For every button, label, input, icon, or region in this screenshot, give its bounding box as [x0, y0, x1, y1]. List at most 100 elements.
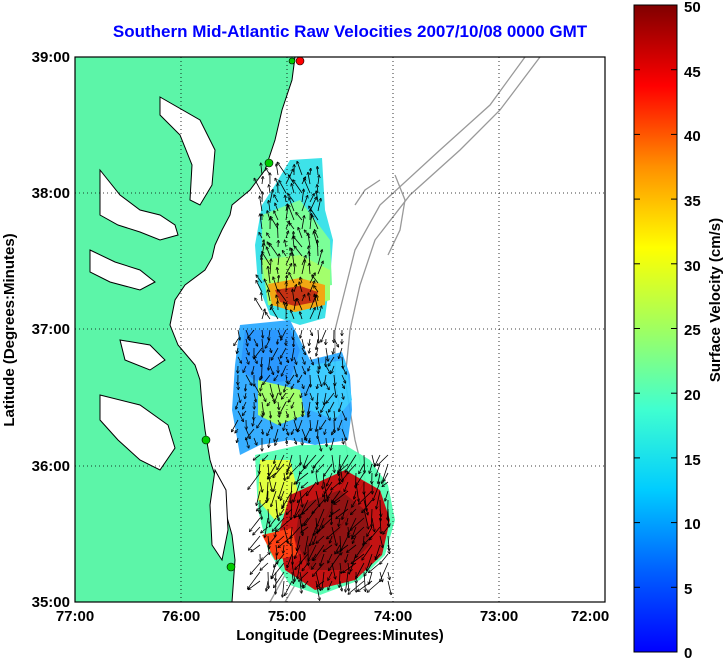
velocity-arrow	[317, 437, 321, 451]
velocity-arrow	[333, 383, 336, 397]
velocity-arrow	[291, 383, 295, 389]
velocity-arrow	[302, 517, 309, 526]
velocity-arrow	[256, 275, 263, 284]
velocity-arrow	[323, 472, 324, 489]
colorbar-label: Surface Velocity (cm/s)	[707, 218, 724, 382]
velocity-arrow	[312, 553, 317, 560]
velocity-arrow	[274, 211, 279, 221]
velocity-arrow	[275, 437, 279, 445]
velocity-arrow	[331, 526, 337, 545]
velocity-arrow	[309, 338, 310, 345]
velocity-arrow	[363, 571, 365, 591]
velocity-arrow	[293, 285, 296, 293]
colorbar-tick-label: 40	[684, 128, 701, 145]
velocity-arrow	[356, 562, 365, 578]
velocity-arrow	[290, 223, 295, 230]
velocity-arrow	[269, 365, 273, 374]
colorbar: 50 45 40 35 30 25 20 15 10 5 0 Surface V…	[633, 0, 724, 659]
velocity-arrow	[364, 454, 365, 473]
velocity-arrow	[331, 454, 334, 472]
velocity-arrow	[317, 401, 318, 409]
velocity-arrow	[275, 204, 279, 212]
velocity-arrow	[268, 356, 271, 370]
velocity-arrow	[353, 535, 357, 543]
velocity-arrow	[268, 544, 269, 554]
velocity-arrow	[277, 223, 278, 239]
velocity-arrow	[316, 347, 319, 356]
velocity-arrow	[293, 356, 297, 364]
velocity-arrow	[382, 463, 389, 483]
velocity-arrow	[342, 437, 344, 444]
velocity-arrow	[292, 544, 293, 564]
velocity-arrow	[322, 571, 325, 590]
velocity-arrow	[270, 517, 277, 527]
velocity-arrow	[286, 437, 287, 444]
velocity-arrow	[266, 313, 271, 320]
velocity-arrow	[292, 290, 295, 302]
x-axis: 77:00 76:00 75:00 74:00 73:00 72:00 Long…	[56, 608, 609, 644]
velocity-arrow	[375, 454, 381, 466]
velocity-arrow	[246, 338, 248, 346]
velocity-arrow	[253, 392, 256, 402]
velocity-arrow	[298, 374, 303, 382]
velocity-arrow	[375, 553, 381, 560]
velocity-arrow	[277, 383, 281, 395]
velocity-arrow	[305, 383, 311, 395]
velocity-arrow	[315, 472, 318, 484]
velocity-arrow	[292, 249, 295, 266]
velocity-arrow	[301, 338, 304, 348]
velocity-arrow	[288, 205, 295, 221]
velocity-arrow	[275, 526, 276, 537]
velocity-arrow	[335, 544, 341, 554]
velocity-arrow	[301, 526, 309, 532]
velocity-arrow	[261, 356, 262, 366]
velocity-arrow	[254, 454, 261, 460]
velocity-arrow	[287, 553, 293, 567]
velocity-arrow	[285, 356, 288, 362]
velocity-arrow	[369, 571, 373, 584]
velocity-arrow	[317, 356, 320, 369]
velocity-arrow	[342, 392, 344, 399]
velocity-arrow	[302, 481, 309, 488]
velocity-arrow	[265, 338, 271, 348]
velocity-arrow	[329, 553, 341, 570]
velocity-arrow	[301, 392, 303, 397]
velocity-arrow	[295, 553, 309, 569]
grid-lines	[75, 57, 605, 602]
velocity-arrow	[325, 365, 330, 373]
velocity-arrow	[331, 481, 341, 490]
velocity-arrow	[276, 571, 277, 581]
velocity-arrow	[377, 454, 389, 466]
velocity-arrow	[329, 508, 341, 517]
velocity-arrow	[294, 264, 295, 275]
velocity-arrow	[347, 544, 357, 552]
velocity-arrow	[284, 383, 287, 392]
velocity-arrow	[248, 329, 255, 338]
velocity-arrow	[273, 481, 277, 491]
velocity-arrow	[327, 472, 333, 486]
velocity-arrow	[345, 454, 357, 472]
velocity-arrow	[284, 302, 287, 311]
velocity-arrow	[272, 347, 279, 360]
velocity-arrow	[259, 481, 262, 492]
velocity-arrow	[253, 437, 257, 445]
velocity-arrow	[334, 410, 335, 420]
velocity-arrow	[364, 562, 373, 576]
velocity-arrow	[308, 365, 310, 371]
velocity-arrow	[276, 544, 277, 555]
velocity-arrow	[260, 374, 263, 380]
velocity-arrow	[367, 580, 381, 592]
velocity-arrow	[277, 329, 281, 338]
velocity-arrow	[271, 490, 277, 506]
velocity-arrow	[373, 481, 381, 500]
velocity-arrow	[301, 260, 305, 275]
velocity-arrow	[274, 374, 279, 380]
velocity-arrow	[295, 508, 301, 517]
velocity-arrow	[285, 196, 286, 203]
velocity-arrow	[338, 463, 349, 472]
velocity-arrow	[315, 490, 320, 506]
velocity-arrow	[253, 526, 261, 535]
velocity-arrow	[300, 329, 303, 338]
velocity-arrow	[293, 481, 301, 502]
